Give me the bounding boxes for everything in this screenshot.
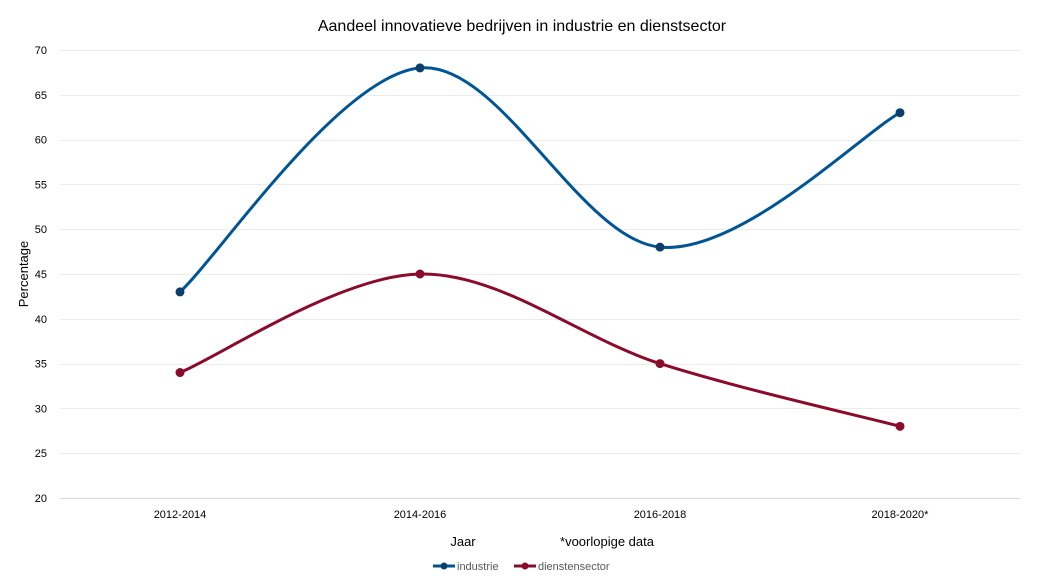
y-tick-55: 55 xyxy=(35,179,47,191)
point-industrie-2018-2020* xyxy=(895,108,905,118)
x-axis-note: *voorlopige data xyxy=(560,534,655,549)
legend-label-industrie: industrie xyxy=(457,561,499,573)
series-group xyxy=(175,63,905,431)
x-tick-2018-2020*: 2018-2020* xyxy=(872,509,930,521)
x-tick-labels: 2012-2014 2014-2016 2016-2018 2018-2020* xyxy=(154,509,929,521)
y-tick-40: 40 xyxy=(35,314,47,326)
point-industrie-2016-2018 xyxy=(655,242,665,252)
y-tick-20: 20 xyxy=(35,493,47,505)
x-tick-2012-2014: 2012-2014 xyxy=(154,509,207,521)
y-tick-50: 50 xyxy=(35,224,47,236)
gridlines xyxy=(60,50,1020,499)
point-industrie-2014-2016 xyxy=(415,63,425,73)
series-line-industrie xyxy=(178,66,902,294)
y-axis-label: Percentage xyxy=(16,241,31,308)
legend-marker-industrie xyxy=(440,562,448,570)
y-tick-65: 65 xyxy=(35,90,47,102)
y-tick-60: 60 xyxy=(35,135,47,147)
y-tick-45: 45 xyxy=(35,269,47,281)
series-line-dienstensector xyxy=(178,272,902,428)
legend-marker-dienstensector xyxy=(521,562,529,570)
point-dienstensector-2018-2020* xyxy=(895,421,905,431)
y-tick-labels: 20 25 30 35 40 45 50 55 60 65 70 xyxy=(35,45,47,505)
y-tick-70: 70 xyxy=(35,45,47,57)
y-tick-30: 30 xyxy=(35,403,47,415)
y-tick-35: 35 xyxy=(35,359,47,371)
x-axis-label: Jaar xyxy=(450,534,476,549)
x-tick-2014-2016: 2014-2016 xyxy=(394,509,447,521)
y-tick-25: 25 xyxy=(35,448,47,460)
point-industrie-2012-2014 xyxy=(175,287,185,297)
x-tick-2016-2018: 2016-2018 xyxy=(634,509,687,521)
legend-label-dienstensector: dienstensector xyxy=(538,561,610,573)
point-dienstensector-2016-2018 xyxy=(655,359,665,369)
point-dienstensector-2014-2016 xyxy=(415,269,425,279)
chart-title: Aandeel innovatieve bedrijven in industr… xyxy=(318,18,727,35)
legend: industrie dienstensector xyxy=(433,561,610,573)
point-dienstensector-2012-2014 xyxy=(175,368,185,378)
